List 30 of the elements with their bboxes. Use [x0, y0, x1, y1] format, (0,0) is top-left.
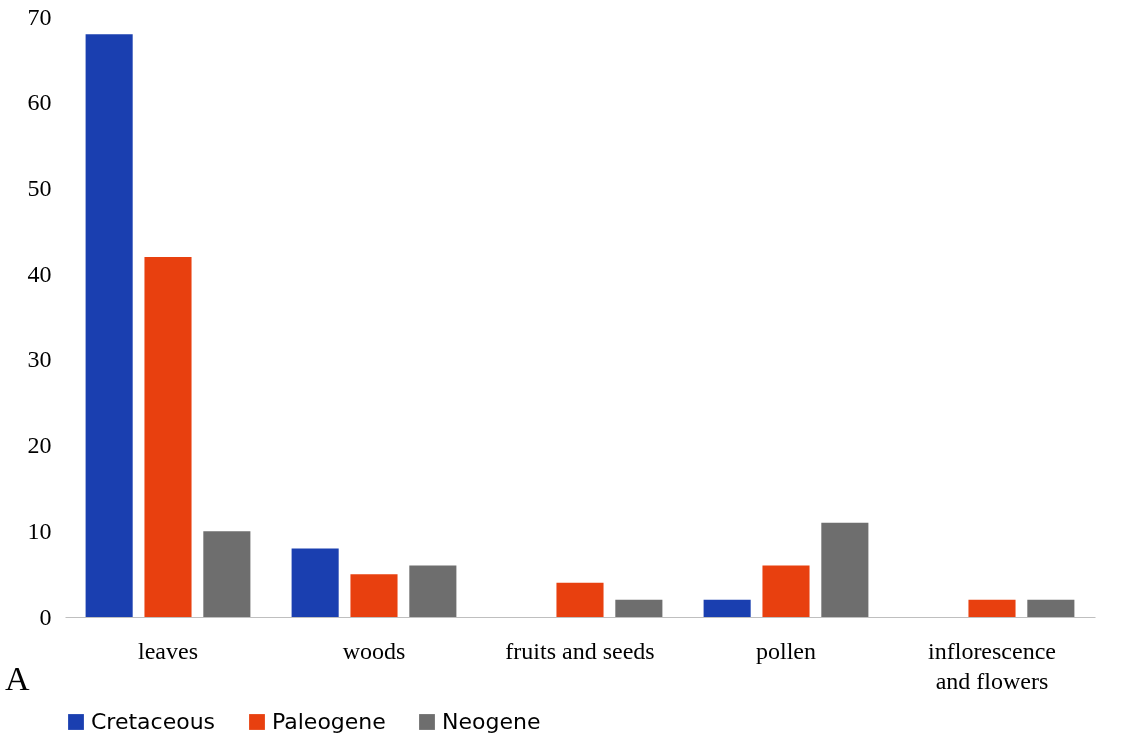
bar: [1027, 599, 1075, 617]
bar: [556, 582, 604, 617]
bar: [85, 34, 133, 617]
y-tick-label: 10: [27, 517, 52, 544]
bar: [968, 599, 1016, 617]
text: A: [5, 660, 30, 697]
legend-label: Neogene: [442, 709, 541, 734]
bar: [350, 574, 398, 617]
bar: [615, 599, 663, 617]
bar: [409, 565, 457, 617]
legend-label: Cretaceous: [91, 709, 216, 734]
bar: [703, 599, 751, 617]
y-tick-label: 70: [27, 3, 52, 30]
x-tick-label: pollen: [756, 637, 816, 664]
bar: [821, 522, 869, 617]
y-tick-label: 20: [27, 432, 52, 459]
bar: [144, 257, 192, 617]
x-tick-label: fruits and seeds: [505, 637, 655, 664]
legend-label: Paleogene: [272, 709, 386, 734]
y-tick-label: 0: [39, 603, 52, 630]
y-tick-label: 50: [27, 174, 52, 201]
bar: [762, 565, 810, 617]
x-tick-label: woods: [342, 637, 406, 664]
x-tick-label: leaves: [138, 637, 198, 664]
bar: [203, 531, 251, 617]
y-tick-label: 40: [27, 260, 52, 287]
y-tick-label: 60: [27, 89, 52, 116]
y-tick-label: 30: [27, 346, 52, 373]
x-tick-label: inflorescence and flowers: [928, 637, 1056, 694]
bar: [291, 548, 339, 617]
